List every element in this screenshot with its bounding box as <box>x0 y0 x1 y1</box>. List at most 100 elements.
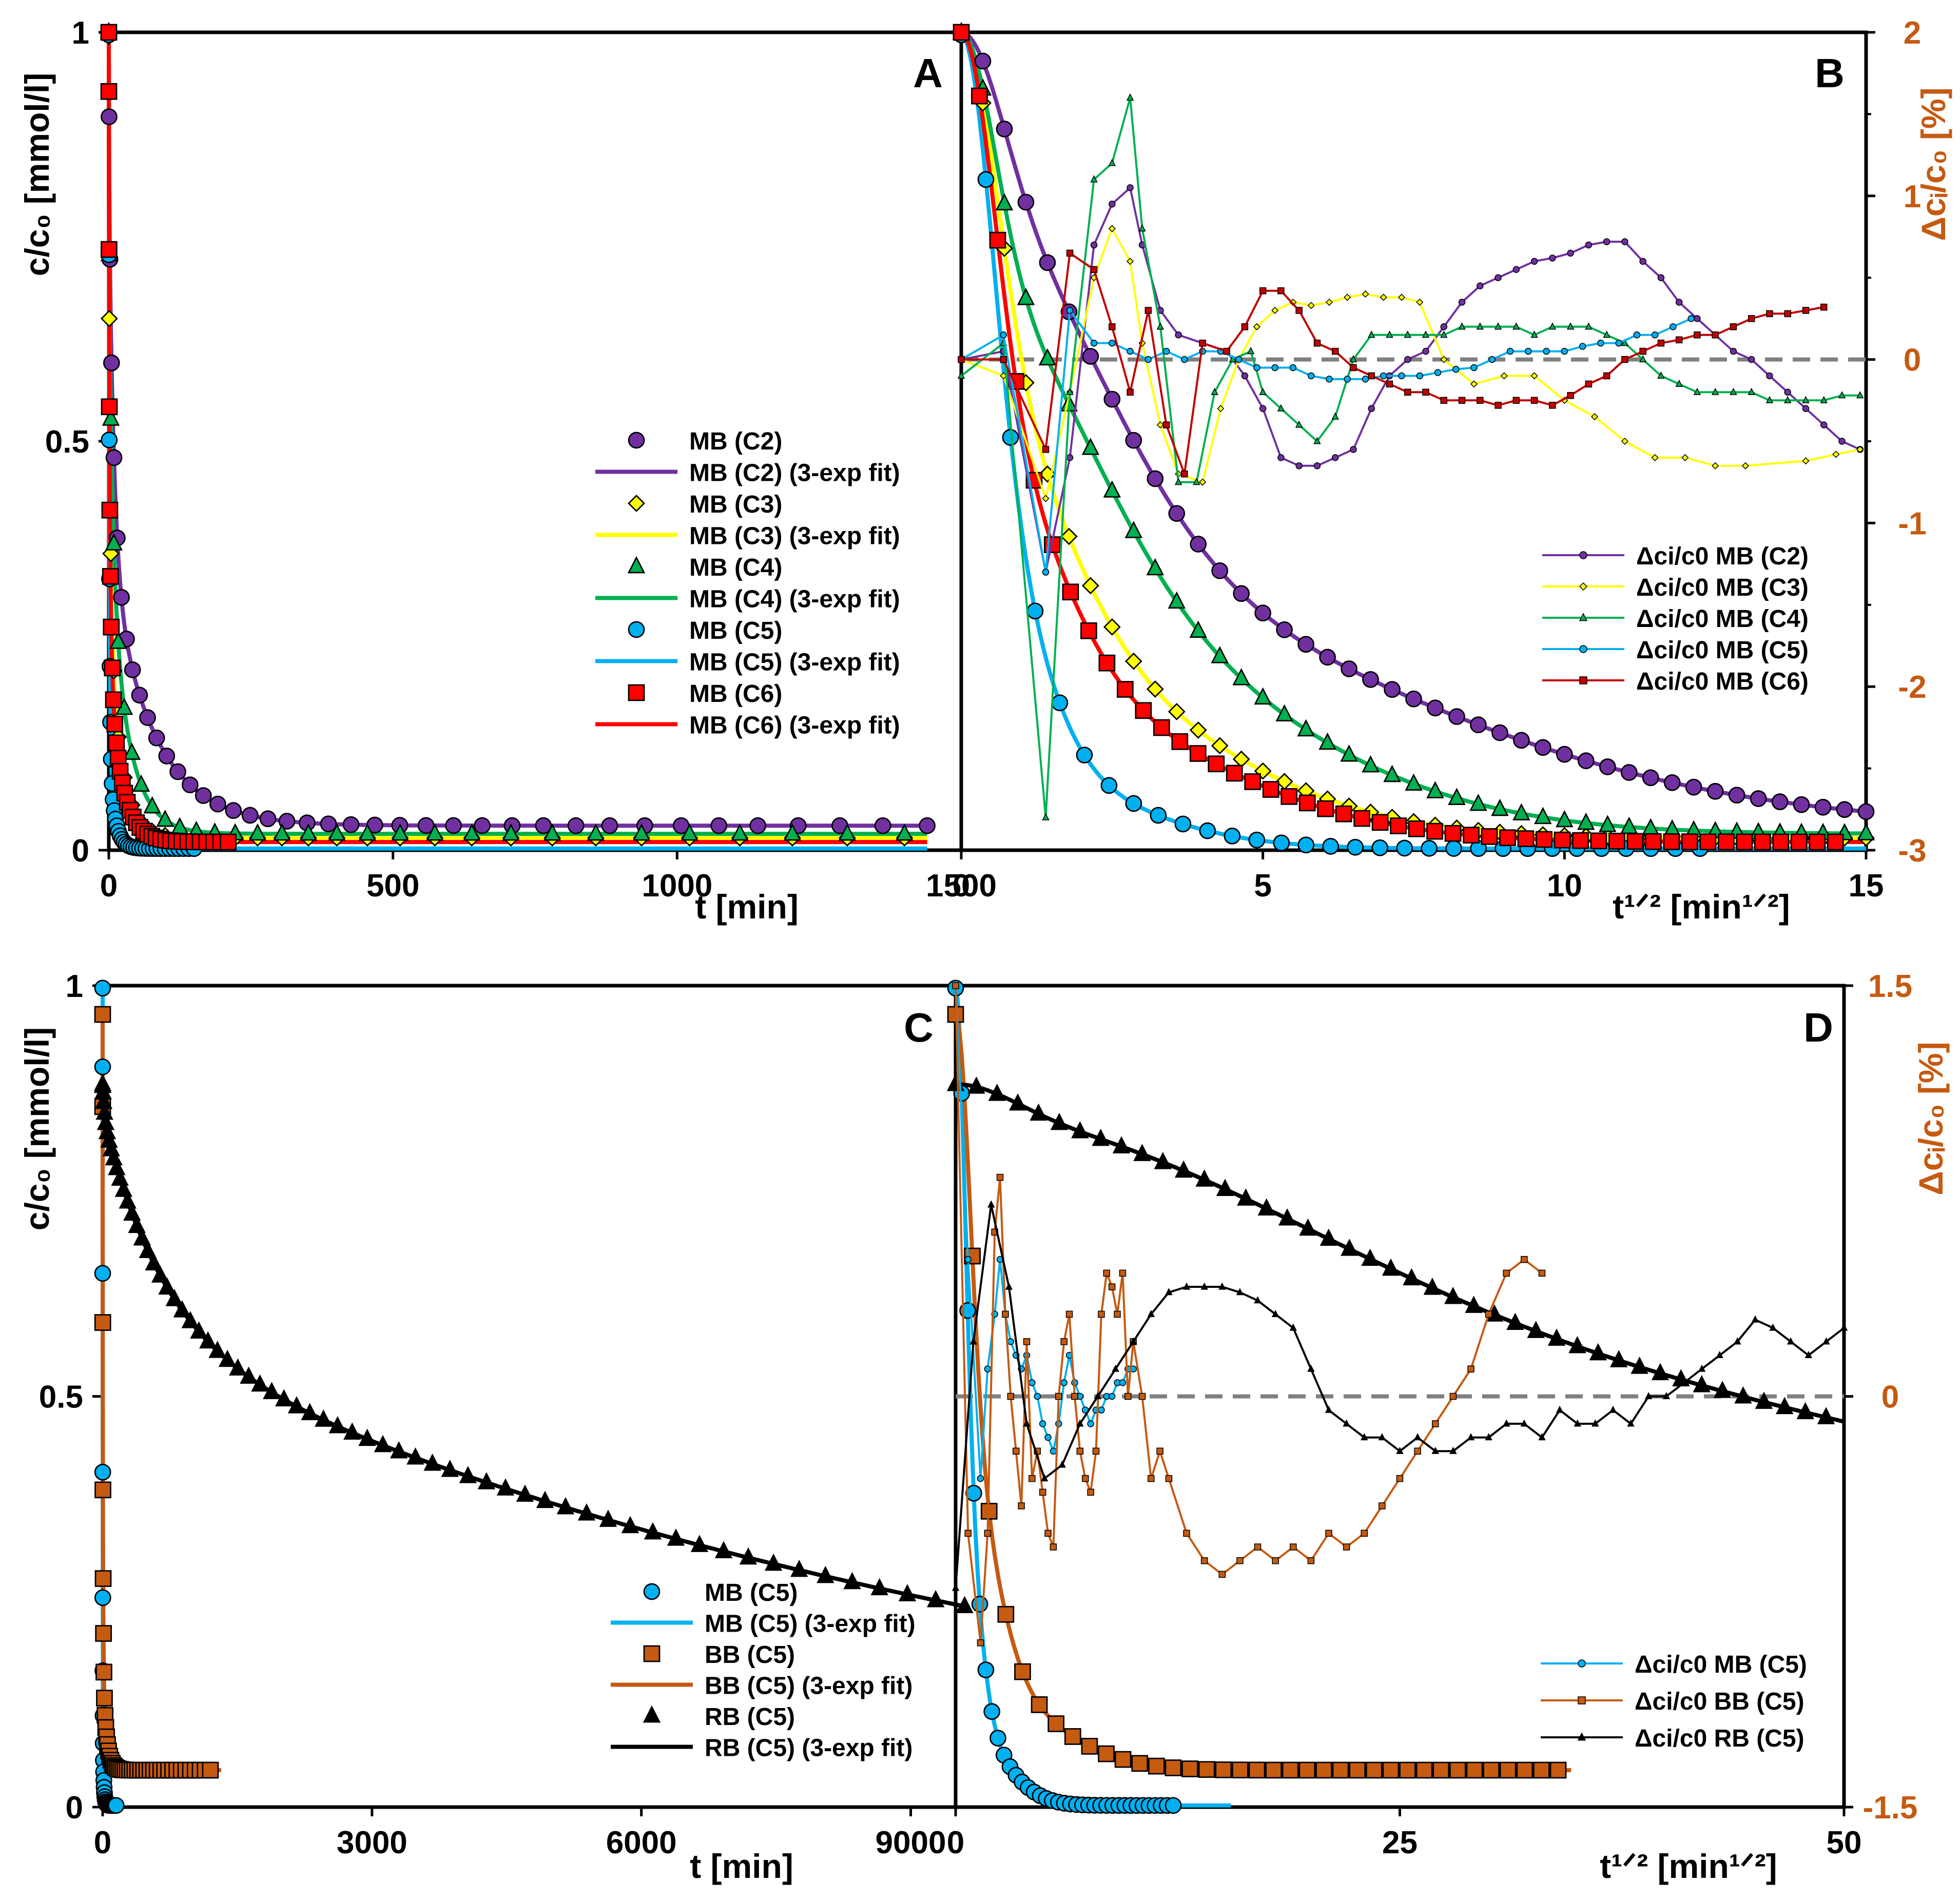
panel-D-residual-point-2 <box>1182 1282 1191 1290</box>
panel-B-residual-point-4 <box>1295 307 1303 314</box>
panel-B-residual-point-2 <box>1621 339 1629 346</box>
panel-B-residual-point-3 <box>1090 339 1098 347</box>
panel-B-point-3 <box>1445 840 1463 857</box>
panel-B-residual-point-2 <box>1404 330 1411 338</box>
panel-B-y2label: Δcᵢ/c₀ [%] <box>1914 87 1952 241</box>
panel-D-residual-point-2 <box>1040 1474 1049 1482</box>
panel-B-residual-point-4 <box>1109 323 1116 330</box>
panel-C-point-2 <box>263 1382 281 1399</box>
panel-D-residual-point-1 <box>1087 1488 1094 1496</box>
panel-D-residual-point-2 <box>1520 1419 1528 1427</box>
panel-B-point-0 <box>1814 798 1832 816</box>
panel-A-point-2 <box>105 533 123 551</box>
panel-B-residual-point-2 <box>1603 330 1610 338</box>
panel-D-point-2 <box>1174 1160 1193 1178</box>
panel-D-residual-line-1 <box>955 985 1543 1643</box>
panel-B-legend-marker <box>1579 645 1587 653</box>
panel-C-point-2 <box>287 1396 306 1414</box>
panel-B-residual-point-0 <box>1621 238 1628 245</box>
panel-B-residual-point-2 <box>1730 387 1737 395</box>
panel-D-point-1 <box>1332 1761 1349 1779</box>
panel-B-fit-3 <box>960 33 1866 851</box>
panel-B-point-2 <box>1103 480 1121 498</box>
panel-A-point-2 <box>731 823 749 841</box>
panel-A-point-2 <box>299 823 318 841</box>
panel-B-fit-1 <box>960 34 1866 840</box>
panel-D-point-2 <box>1341 1239 1359 1256</box>
panel-D-residual-point-2 <box>1147 1309 1155 1317</box>
panel-B-residual-point-1 <box>1470 380 1478 388</box>
panel-B-residual-point-3 <box>1271 364 1278 371</box>
panel-C-legend-label: RB (C5) (3-exp fit) <box>705 1735 913 1762</box>
panel-A-ytick-label: 0.5 <box>45 424 89 460</box>
panel-C-xtick-label: 3000 <box>337 1825 407 1860</box>
panel-B-residual-point-4 <box>1585 380 1593 388</box>
panel-B-point-3 <box>1322 838 1340 855</box>
panel-B-point-0 <box>1147 470 1164 487</box>
panel-D-residual-point-1 <box>1023 1338 1031 1345</box>
panel-D-residual-point-0 <box>1108 1393 1116 1400</box>
panel-B-point-0 <box>1427 699 1444 717</box>
panel-B-frame <box>959 30 1868 852</box>
panel-B-residual-point-2 <box>1259 387 1267 395</box>
panel-B-residual-point-3 <box>1416 372 1424 380</box>
panel-D-point-2 <box>1092 1128 1110 1146</box>
panel-B-point-0 <box>1125 432 1142 449</box>
panel-B-residual-point-4 <box>1712 331 1719 339</box>
panel-D-fit-1 <box>954 1013 1571 1772</box>
panel-A-point-0 <box>259 810 277 828</box>
panel-D-point-2 <box>1361 1248 1379 1266</box>
panel-B-point-2 <box>995 193 1014 211</box>
panel-B-point-2 <box>1340 744 1358 762</box>
panel-A-point-2 <box>502 823 520 841</box>
panel-B-residual-point-0 <box>1639 258 1646 265</box>
panel-B-residual-point-3 <box>1670 323 1677 330</box>
panel-B-xtick-label: 15 <box>1849 868 1884 904</box>
panel-B-point-1 <box>1103 618 1121 636</box>
panel-C-point-2 <box>390 1441 408 1459</box>
panel-C-point-2 <box>739 1547 758 1565</box>
panel-D-point-1 <box>1265 1761 1282 1779</box>
panel-A-legend-marker <box>628 495 645 512</box>
panel-D-point-2 <box>1237 1188 1255 1206</box>
panel-B-point-0 <box>1642 769 1659 787</box>
panel-A-point-0 <box>320 815 337 833</box>
panel-D-residual-point-2 <box>1485 1433 1492 1441</box>
panel-B-residual-point-3 <box>1561 347 1568 355</box>
panel-D-point-2 <box>1444 1286 1462 1304</box>
panel-C-point-1 <box>96 1690 113 1707</box>
panel-A-point-2 <box>102 408 120 426</box>
panel-A-legend-label: MB (C5) (3-exp fit) <box>689 649 900 676</box>
panel-B-residual-point-1 <box>1344 293 1351 301</box>
panel-C-point-2 <box>275 1389 293 1406</box>
panel-A-point-0 <box>105 449 123 466</box>
panel-D-residual-point-1 <box>1467 1365 1474 1373</box>
panel-C-point-2 <box>441 1459 459 1477</box>
panel-A-point-2 <box>123 742 141 760</box>
panel-D-point-2 <box>1465 1296 1483 1313</box>
panel-A-point-4 <box>104 659 121 677</box>
panel-C-point-2 <box>599 1510 617 1527</box>
panel-B-point-4 <box>1681 833 1698 850</box>
panel-D-point-2 <box>1423 1278 1441 1295</box>
panel-B-residual-point-2 <box>1748 387 1755 395</box>
panel-D-point-2 <box>1651 1363 1670 1380</box>
panel-D-residual-point-2 <box>1289 1323 1297 1331</box>
panel-B-point-4 <box>1117 681 1134 698</box>
panel-C-point-2 <box>123 1203 141 1221</box>
panel-A-point-4 <box>102 568 119 585</box>
panel-A-point-0 <box>278 813 296 830</box>
panel-D-point-2 <box>1527 1321 1545 1338</box>
panel-B-point-0 <box>1491 724 1508 741</box>
panel-B-point-2 <box>1189 620 1207 638</box>
panel-D-point-2 <box>1071 1121 1089 1139</box>
panel-D-residual-point-0 <box>1087 1420 1094 1427</box>
panel-B-residual-point-4 <box>1639 347 1646 355</box>
panel-D-residual-point-0 <box>977 1475 984 1482</box>
panel-D-point-2 <box>1589 1343 1607 1361</box>
panel-C-point-2 <box>240 1366 258 1384</box>
panel-B-residual-point-4 <box>1820 303 1828 311</box>
panel-B-fit-2 <box>960 30 1866 836</box>
panel-A-xtick-label: 0 <box>100 868 118 904</box>
